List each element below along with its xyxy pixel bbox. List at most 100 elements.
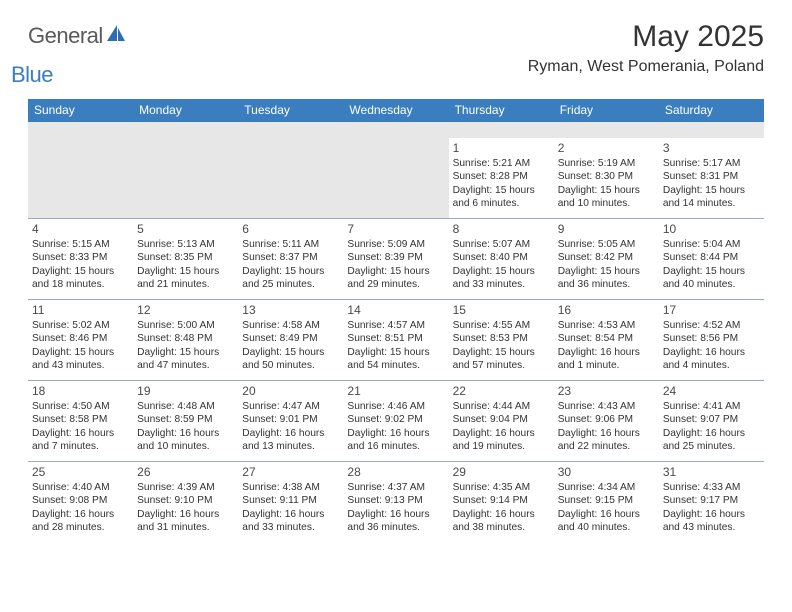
calendar-day-cell: 30 Sunrise: 4:34 AMSunset: 9:15 PMDayligh… (554, 462, 659, 542)
calendar-day-cell: 17Sunrise: 4:52 AMSunset: 8:56 PMDayligh… (659, 300, 764, 380)
logo: General Blue (28, 20, 125, 85)
day-sun-info: Sunrise: 4:39 AMSunset: 9:10 PMDaylight:… (137, 481, 234, 535)
calendar-week-row: 1 Sunrise: 5:21 AMSunset: 8:28 PMDaylight… (28, 138, 764, 218)
day-number: 26 (137, 465, 234, 479)
logo-text: General Blue (28, 26, 125, 85)
calendar-day-cell: 23 Sunrise: 4:43 AMSunset: 9:06 PMDayligh… (554, 381, 659, 461)
day-number: 17 (663, 303, 760, 317)
day-number: 6 (242, 222, 339, 236)
calendar-day-cell (238, 138, 343, 218)
day-number: 3 (663, 141, 760, 155)
day-number: 25 (32, 465, 129, 479)
day-number: 23 (558, 384, 655, 398)
day-sun-info: Sunrise: 4:41 AMSunset: 9:07 PMDaylight:… (663, 400, 760, 454)
calendar-day-cell: 22 Sunrise: 4:44 AMSunset: 9:04 PMDayligh… (449, 381, 554, 461)
day-sun-info: Sunrise: 4:40 AMSunset: 9:08 PMDaylight:… (32, 481, 129, 535)
day-number: 16 (558, 303, 655, 317)
page-header: General Blue May 2025 Ryman, West Pomera… (28, 20, 764, 85)
logo-sail-icon (107, 25, 125, 41)
day-number: 18 (32, 384, 129, 398)
logo-word-blue: Blue (11, 65, 125, 85)
calendar-day-cell: 10 Sunrise: 5:04 AMSunset: 8:44 PMDayligh… (659, 219, 764, 299)
day-sun-info: Sunrise: 4:48 AMSunset: 8:59 PMDaylight:… (137, 400, 234, 454)
calendar-day-cell: 20Sunrise: 4:47 AMSunset: 9:01 PMDayligh… (238, 381, 343, 461)
day-number: 28 (347, 465, 444, 479)
day-number: 15 (453, 303, 550, 317)
weekday-header-cell: Wednesday (343, 99, 448, 122)
day-sun-info: Sunrise: 4:57 AMSunset: 8:51 PMDaylight:… (347, 319, 444, 373)
calendar-week-row: 25 Sunrise: 4:40 AMSunset: 9:08 PMDayligh… (28, 461, 764, 542)
day-sun-info: Sunrise: 5:05 AMSunset: 8:42 PMDaylight:… (558, 238, 655, 292)
day-sun-info: Sunrise: 5:15 AMSunset: 8:33 PMDaylight:… (32, 238, 129, 292)
calendar-day-cell: 7 Sunrise: 5:09 AMSunset: 8:39 PMDaylight… (343, 219, 448, 299)
calendar-body: 1 Sunrise: 5:21 AMSunset: 8:28 PMDaylight… (28, 138, 764, 542)
day-sun-info: Sunrise: 4:44 AMSunset: 9:04 PMDaylight:… (453, 400, 550, 454)
calendar-day-cell: 9Sunrise: 5:05 AMSunset: 8:42 PMDaylight… (554, 219, 659, 299)
day-number: 7 (347, 222, 444, 236)
location-subtitle: Ryman, West Pomerania, Poland (528, 58, 764, 76)
day-sun-info: Sunrise: 5:02 AMSunset: 8:46 PMDaylight:… (32, 319, 129, 373)
title-block: May 2025 Ryman, West Pomerania, Poland (528, 20, 764, 76)
day-sun-info: Sunrise: 4:46 AMSunset: 9:02 PMDaylight:… (347, 400, 444, 454)
header-band (28, 122, 764, 138)
day-sun-info: Sunrise: 4:58 AMSunset: 8:49 PMDaylight:… (242, 319, 339, 373)
calendar-day-cell: 29 Sunrise: 4:35 AMSunset: 9:14 PMDayligh… (449, 462, 554, 542)
weekday-header-cell: Tuesday (238, 99, 343, 122)
calendar-day-cell: 13 Sunrise: 4:58 AMSunset: 8:49 PMDayligh… (238, 300, 343, 380)
calendar-week-row: 11 Sunrise: 5:02 AMSunset: 8:46 PMDayligh… (28, 299, 764, 380)
weekday-header-cell: Monday (133, 99, 238, 122)
calendar-day-cell: 31 Sunrise: 4:33 AMSunset: 9:17 PMDayligh… (659, 462, 764, 542)
weekday-header-cell: Thursday (449, 99, 554, 122)
logo-word-general: General (28, 23, 103, 48)
calendar-week-row: 18 Sunrise: 4:50 AMSunset: 8:58 PMDayligh… (28, 380, 764, 461)
day-number: 8 (453, 222, 550, 236)
day-sun-info: Sunrise: 5:07 AMSunset: 8:40 PMDaylight:… (453, 238, 550, 292)
day-number: 12 (137, 303, 234, 317)
calendar-day-cell: 8 Sunrise: 5:07 AMSunset: 8:40 PMDaylight… (449, 219, 554, 299)
calendar-day-cell: 18 Sunrise: 4:50 AMSunset: 8:58 PMDayligh… (28, 381, 133, 461)
day-number: 10 (663, 222, 760, 236)
day-sun-info: Sunrise: 4:43 AMSunset: 9:06 PMDaylight:… (558, 400, 655, 454)
day-sun-info: Sunrise: 4:53 AMSunset: 8:54 PMDaylight:… (558, 319, 655, 373)
day-number: 31 (663, 465, 760, 479)
calendar-day-cell: 11 Sunrise: 5:02 AMSunset: 8:46 PMDayligh… (28, 300, 133, 380)
day-sun-info: Sunrise: 4:33 AMSunset: 9:17 PMDaylight:… (663, 481, 760, 535)
weekday-header-cell: Sunday (28, 99, 133, 122)
month-title: May 2025 (528, 20, 764, 54)
day-number: 30 (558, 465, 655, 479)
day-number: 1 (453, 141, 550, 155)
day-sun-info: Sunrise: 5:00 AMSunset: 8:48 PMDaylight:… (137, 319, 234, 373)
calendar-page: General Blue May 2025 Ryman, West Pomera… (0, 0, 792, 562)
day-number: 11 (32, 303, 129, 317)
day-sun-info: Sunrise: 5:09 AMSunset: 8:39 PMDaylight:… (347, 238, 444, 292)
day-number: 4 (32, 222, 129, 236)
calendar-day-cell: 19 Sunrise: 4:48 AMSunset: 8:59 PMDayligh… (133, 381, 238, 461)
calendar-day-cell: 28 Sunrise: 4:37 AMSunset: 9:13 PMDayligh… (343, 462, 448, 542)
day-sun-info: Sunrise: 5:17 AMSunset: 8:31 PMDaylight:… (663, 157, 760, 211)
calendar-day-cell: 6 Sunrise: 5:11 AMSunset: 8:37 PMDaylight… (238, 219, 343, 299)
day-sun-info: Sunrise: 5:04 AMSunset: 8:44 PMDaylight:… (663, 238, 760, 292)
calendar-day-cell: 16 Sunrise: 4:53 AMSunset: 8:54 PMDayligh… (554, 300, 659, 380)
day-sun-info: Sunrise: 4:37 AMSunset: 9:13 PMDaylight:… (347, 481, 444, 535)
calendar-week-row: 4 Sunrise: 5:15 AMSunset: 8:33 PMDaylight… (28, 218, 764, 299)
day-sun-info: Sunrise: 4:55 AMSunset: 8:53 PMDaylight:… (453, 319, 550, 373)
day-sun-info: Sunrise: 5:19 AMSunset: 8:30 PMDaylight:… (558, 157, 655, 211)
day-sun-info: Sunrise: 4:47 AMSunset: 9:01 PMDaylight:… (242, 400, 339, 454)
day-number: 29 (453, 465, 550, 479)
calendar-day-cell: 21Sunrise: 4:46 AMSunset: 9:02 PMDayligh… (343, 381, 448, 461)
day-number: 27 (242, 465, 339, 479)
calendar-day-cell: 25 Sunrise: 4:40 AMSunset: 9:08 PMDayligh… (28, 462, 133, 542)
day-number: 13 (242, 303, 339, 317)
calendar-day-cell: 15 Sunrise: 4:55 AMSunset: 8:53 PMDayligh… (449, 300, 554, 380)
day-sun-info: Sunrise: 4:34 AMSunset: 9:15 PMDaylight:… (558, 481, 655, 535)
calendar-day-cell: 1 Sunrise: 5:21 AMSunset: 8:28 PMDaylight… (449, 138, 554, 218)
day-number: 22 (453, 384, 550, 398)
day-sun-info: Sunrise: 5:11 AMSunset: 8:37 PMDaylight:… (242, 238, 339, 292)
day-sun-info: Sunrise: 5:21 AMSunset: 8:28 PMDaylight:… (453, 157, 550, 211)
day-sun-info: Sunrise: 4:38 AMSunset: 9:11 PMDaylight:… (242, 481, 339, 535)
weekday-header-cell: Friday (554, 99, 659, 122)
day-number: 19 (137, 384, 234, 398)
day-sun-info: Sunrise: 4:50 AMSunset: 8:58 PMDaylight:… (32, 400, 129, 454)
day-number: 2 (558, 141, 655, 155)
day-sun-info: Sunrise: 4:35 AMSunset: 9:14 PMDaylight:… (453, 481, 550, 535)
